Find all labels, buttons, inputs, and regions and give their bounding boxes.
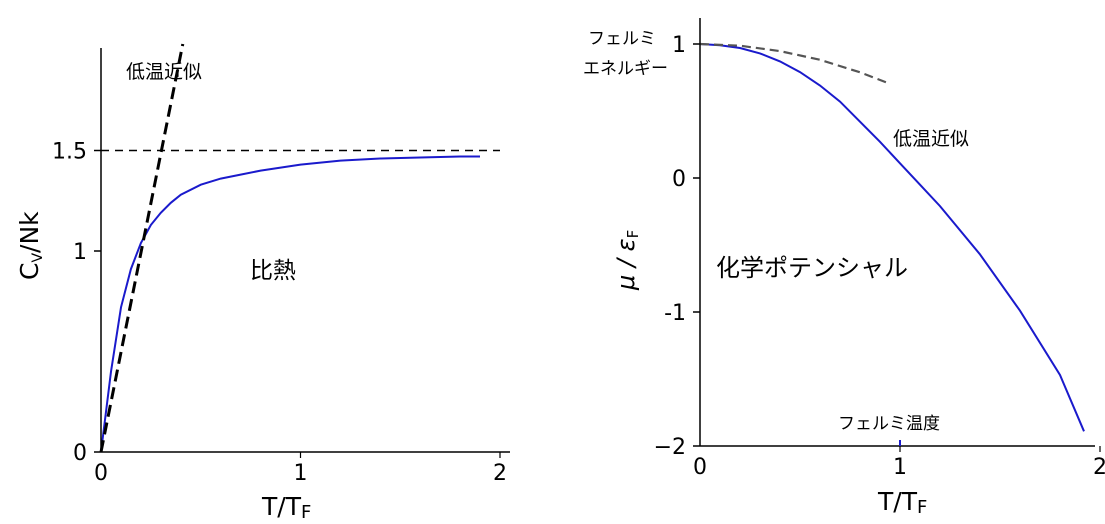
right-approx-label: 低温近似: [893, 128, 969, 150]
right-curve-label: 化学ポテンシャル: [716, 254, 908, 282]
left-ylabel-c: C: [15, 263, 44, 280]
right-fermi-temp-label: フェルミ温度: [838, 414, 940, 434]
left-xlabel-sub: F: [301, 502, 311, 523]
svg-text:T/TF: T/TF: [877, 487, 927, 518]
left-curve-label: 比熱: [250, 258, 296, 284]
right-series-0: [699, 43, 1085, 432]
svg-text:T/TF: T/TF: [261, 492, 311, 523]
right-xlabel-main: T/T: [877, 487, 918, 516]
left-ylabel-sub: V: [30, 253, 46, 263]
chemical-potential-chart: 1 0 -1 −2 0 1 2 フェルミ エネルギー 低温近似 化学ポテンシャル フェルミ温…: [583, 18, 1105, 518]
right-y-tick-label: 1: [672, 33, 686, 58]
heat-capacity-chart: 0 1 1.5 0 1 2 低温近似 比熱 T/TF CV/Nk: [15, 43, 510, 523]
left-xlabel-main: T/T: [261, 492, 302, 521]
left-y-axis-label: CV/Nk: [15, 211, 46, 280]
right-y-tick-label: -1: [664, 301, 686, 326]
left-y-tick-label: 1: [73, 240, 87, 265]
right-y-tick-label: −2: [654, 435, 686, 460]
left-x-tick-label: 1: [294, 461, 308, 486]
left-ylabel-rest: /Nk: [15, 211, 44, 253]
right-ylabel-main: μ / ε: [612, 238, 640, 291]
left-x-tick-label: 0: [94, 461, 108, 486]
svg-text:CV/Nk: CV/Nk: [15, 211, 46, 280]
right-y-axis-label: μ / εF: [612, 230, 642, 291]
right-x-axis-label: T/TF: [877, 487, 927, 518]
right-x-tick-label: 1: [893, 455, 907, 480]
right-x-tick-label: 0: [693, 455, 707, 480]
left-x-axis-label: T/TF: [261, 492, 311, 523]
left-approx-label: 低温近似: [126, 61, 202, 83]
right-fermi-energy-label-1: フェルミ: [588, 29, 656, 49]
right-ylabel-sub: F: [624, 230, 642, 239]
left-series-0: [100, 155, 480, 453]
right-xlabel-sub: F: [917, 497, 927, 518]
right-series-1: [699, 42, 891, 85]
right-y-tick-label: 0: [672, 167, 686, 192]
right-x-tick-label: 2: [1093, 455, 1105, 480]
left-y-tick-label: 0: [73, 441, 87, 466]
left-y-tick-label: 1.5: [52, 140, 87, 165]
left-x-tick-label: 2: [493, 461, 507, 486]
right-fermi-energy-label-2: エネルギー: [583, 59, 668, 79]
svg-text:μ / εF: μ / εF: [612, 230, 642, 291]
left-series-1: [99, 43, 185, 453]
